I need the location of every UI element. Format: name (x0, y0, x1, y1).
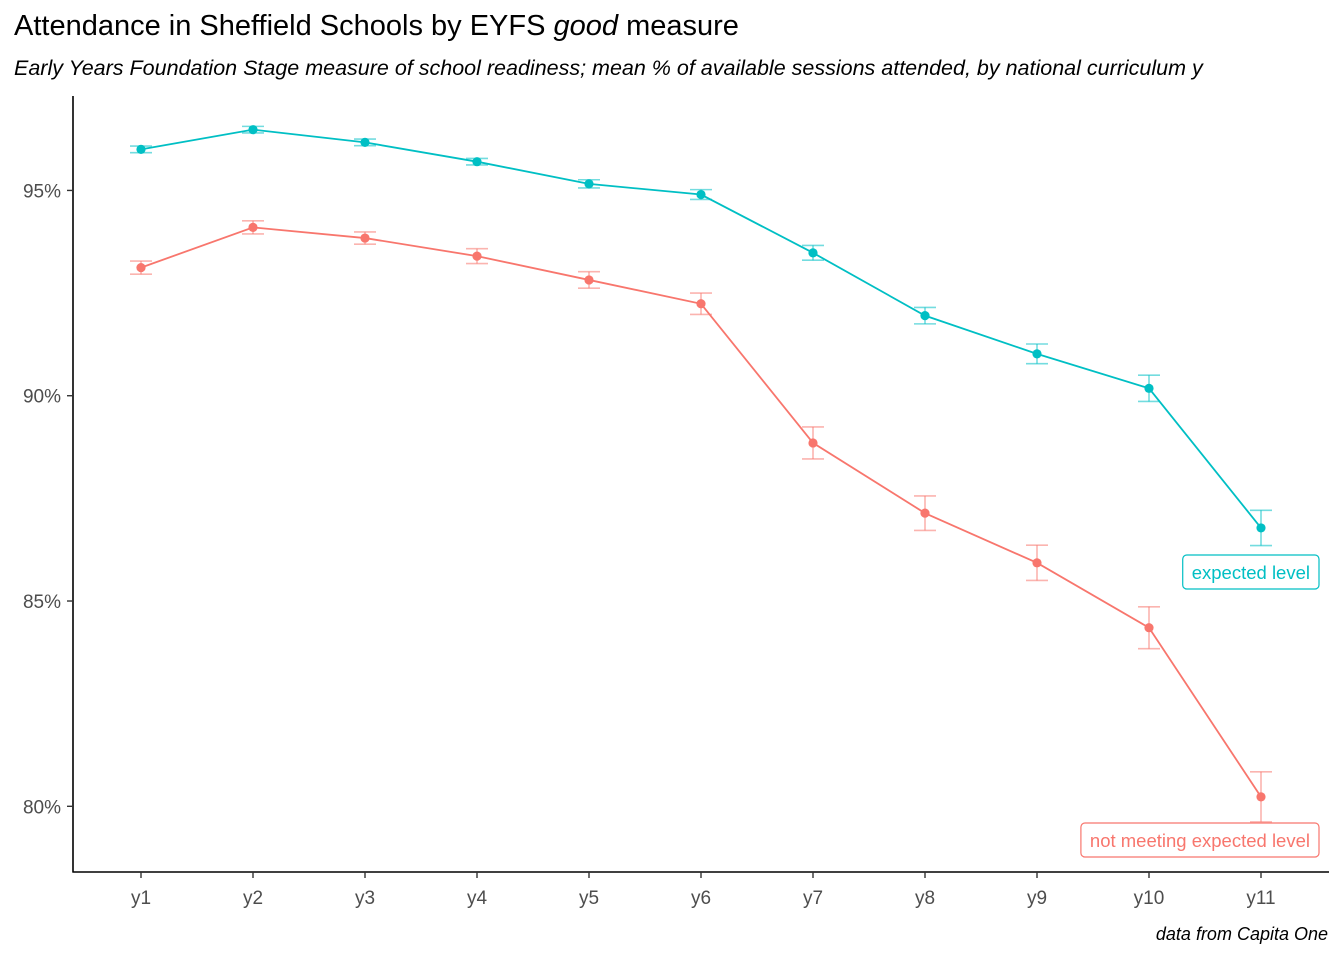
series-0-point-2 (360, 137, 370, 147)
chart-title-suffix: measure (618, 10, 739, 42)
series-1-point-8 (1032, 558, 1042, 568)
chart-title: Attendance in Sheffield Schools by EYFS … (14, 10, 739, 43)
series-1-point-9 (1144, 623, 1154, 633)
y-tick-label-2: 90% (23, 387, 61, 408)
x-tick-label-8: y9 (1027, 888, 1047, 909)
x-tick-label-9: y10 (1134, 888, 1165, 909)
series-0-point-0 (136, 144, 146, 154)
chart-title-prefix: Attendance in Sheffield Schools by EYFS (14, 10, 554, 42)
chart-subtitle: Early Years Foundation Stage measure of … (14, 56, 1203, 80)
chart-caption: data from Capita One (1155, 924, 1328, 944)
series-1-point-6 (808, 438, 818, 448)
x-tick-label-10: y11 (1246, 888, 1275, 909)
series-0-point-5 (696, 189, 706, 200)
chart-title-emphasis: good (553, 10, 619, 42)
series-1-point-2 (360, 233, 370, 243)
series-1-point-7 (920, 508, 930, 518)
series-1-label-box (1080, 822, 1320, 858)
x-tick-label-3: y4 (467, 888, 488, 909)
series-1-point-0 (136, 263, 146, 273)
series-1-label-text: not meeting expected level (1090, 830, 1310, 851)
series-0-point-1 (248, 125, 258, 135)
x-tick-label-6: y7 (803, 888, 823, 909)
x-tick-label-5: y6 (691, 888, 711, 909)
series-0-point-9 (1144, 383, 1154, 393)
series-0-point-3 (472, 157, 482, 167)
series-1-label: not meeting expected level (1080, 822, 1320, 858)
x-tick-label-0: y1 (131, 888, 151, 909)
series-1-point-5 (696, 299, 706, 309)
series-0-label-text: expected level (1192, 562, 1310, 583)
series-1-point-10 (1256, 792, 1266, 802)
series-0-label-box (1182, 554, 1320, 590)
x-tick-label-2: y3 (355, 888, 375, 909)
x-tick-label-1: y2 (243, 888, 263, 909)
x-tick-label-4: y5 (579, 888, 599, 909)
y-tick-label-3: 95% (23, 181, 61, 202)
series-0-point-7 (920, 311, 930, 321)
y-tick-label-0: 80% (23, 797, 61, 818)
series-0-point-4 (584, 179, 594, 189)
series-1-point-4 (584, 275, 594, 285)
series-0-label: expected level (1182, 554, 1320, 590)
series-0-point-8 (1032, 349, 1042, 359)
series-0-point-6 (808, 248, 818, 258)
y-tick-label-1: 85% (23, 592, 61, 613)
series-0-point-10 (1256, 523, 1266, 533)
series-1-point-1 (248, 222, 258, 232)
x-tick-label-7: y8 (915, 888, 935, 909)
series-1-point-3 (472, 251, 482, 261)
